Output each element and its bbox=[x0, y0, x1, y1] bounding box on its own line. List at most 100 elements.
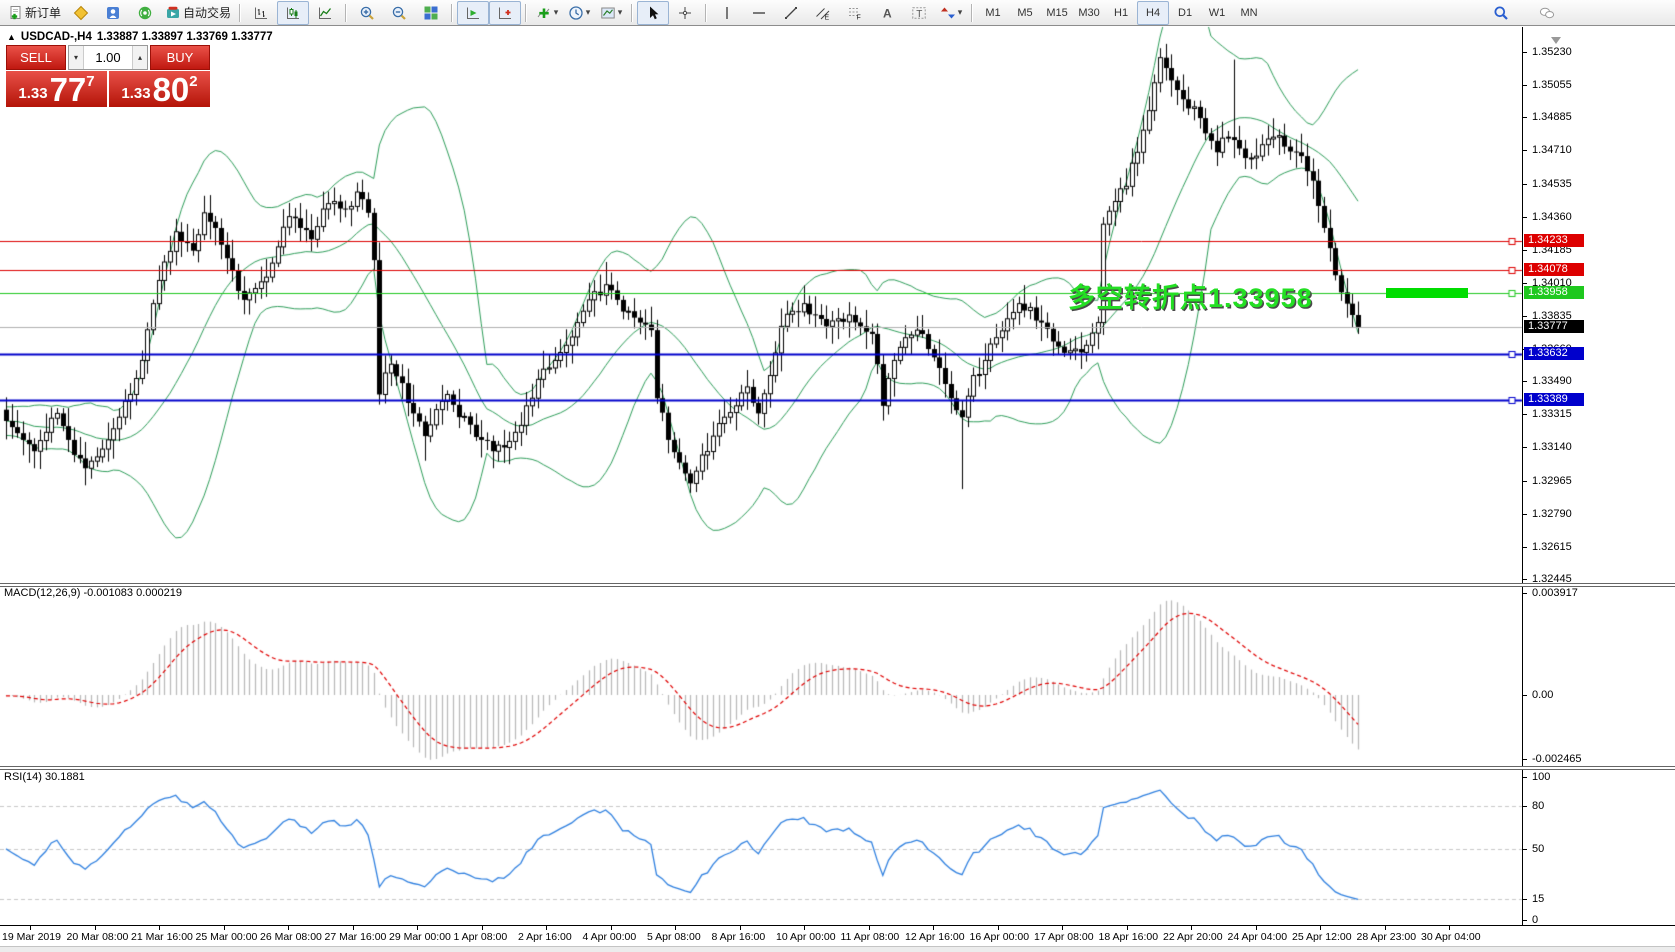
time-tick-mark bbox=[1320, 926, 1321, 930]
price-tick-label: 1.32445 bbox=[1532, 572, 1572, 585]
auto-scroll-button[interactable] bbox=[457, 0, 490, 25]
indicators-button[interactable]: ▾ bbox=[531, 1, 563, 25]
line-chart-button[interactable] bbox=[309, 1, 341, 25]
timeframe-m5-button[interactable]: M5 bbox=[1017, 6, 1033, 19]
zoom-out-button[interactable] bbox=[383, 1, 415, 25]
vertical-line-icon bbox=[719, 5, 735, 21]
fibonacci-button[interactable]: F bbox=[839, 1, 871, 25]
current-price-label: 1.33777 bbox=[1524, 319, 1584, 333]
channel-button[interactable]: E bbox=[807, 1, 839, 25]
chart-shift-marker[interactable] bbox=[1551, 37, 1561, 44]
tile-windows-icon bbox=[423, 5, 439, 21]
price-tick-label: 1.32615 bbox=[1532, 540, 1572, 553]
sell-price-button[interactable]: 1.33 77 7 bbox=[6, 71, 107, 107]
terminal-icon bbox=[105, 5, 121, 21]
vertical-line-button[interactable] bbox=[711, 1, 743, 25]
price-tick-label: 1.33315 bbox=[1532, 408, 1572, 421]
price-tick-label: 1.33490 bbox=[1532, 375, 1572, 388]
timeframe-w1-button[interactable]: W1 bbox=[1208, 6, 1226, 19]
price-level-label: 1.33958 bbox=[1524, 285, 1584, 299]
autotrading-button[interactable]: 自动交易 bbox=[161, 1, 235, 25]
toolbar-separator bbox=[525, 3, 528, 22]
toolbar-separator bbox=[705, 3, 708, 22]
time-tick-mark bbox=[1384, 926, 1386, 930]
rsi-panel-separator[interactable] bbox=[0, 766, 1675, 770]
arrows-button[interactable]: ▾ bbox=[935, 1, 967, 25]
trendline-button[interactable] bbox=[775, 1, 807, 25]
candlestick-button[interactable] bbox=[277, 0, 310, 25]
sell-button[interactable]: SELL bbox=[6, 45, 66, 70]
chevron-down-icon: ▾ bbox=[585, 7, 591, 17]
time-tick-label: 20 Mar 08:00 bbox=[66, 931, 129, 943]
time-tick-label: 16 Apr 00:00 bbox=[969, 931, 1030, 943]
axis-tick-mark bbox=[1523, 85, 1527, 87]
axis-tick-mark bbox=[1523, 546, 1527, 548]
main-toolbar: 新订单 自动交易 ▾ ▾ ▾ E F A T ▾ M1 M5 M15 M30 H1 H4 D1 W1 MN bbox=[0, 0, 1675, 26]
bar-chart-button[interactable] bbox=[245, 1, 277, 25]
buy-button[interactable]: BUY bbox=[150, 45, 210, 70]
axis-tick-mark bbox=[1523, 282, 1527, 284]
rsi-tick-label: 15 bbox=[1532, 892, 1545, 905]
time-tick-label: 18 Apr 16:00 bbox=[1098, 931, 1159, 943]
terminal-button[interactable] bbox=[97, 1, 129, 25]
cursor-button[interactable] bbox=[637, 0, 670, 25]
svg-text:T: T bbox=[916, 8, 922, 19]
timeframe-d1-button[interactable]: D1 bbox=[1178, 6, 1193, 19]
volume-decrease-button[interactable]: ▾ bbox=[69, 46, 84, 69]
crosshair-button[interactable] bbox=[669, 1, 701, 25]
chevron-down-icon: ▾ bbox=[553, 7, 559, 17]
fibonacci-icon: F bbox=[847, 5, 863, 21]
timeframe-h4-button[interactable]: H4 bbox=[1137, 0, 1170, 25]
buy-price-button[interactable]: 1.33 80 2 bbox=[109, 71, 210, 107]
chart-header: ▲ USDCAD-,H4 1.33887 1.33897 1.33769 1.3… bbox=[7, 31, 273, 43]
time-tick-label: 21 Mar 16:00 bbox=[131, 931, 193, 943]
chart-shift-button[interactable] bbox=[489, 0, 522, 25]
price-tick-label: 1.35230 bbox=[1532, 46, 1572, 58]
chat-icon bbox=[1539, 5, 1555, 21]
time-tick-label: 11 Apr 08:00 bbox=[840, 931, 900, 943]
timeframe-h1-button[interactable]: H1 bbox=[1114, 6, 1129, 19]
text-button[interactable]: A bbox=[871, 1, 903, 25]
time-tick-mark bbox=[352, 926, 354, 930]
timeframe-m30-button[interactable]: M30 bbox=[1078, 6, 1100, 19]
label-button[interactable]: T bbox=[903, 1, 935, 25]
time-tick-mark bbox=[739, 926, 741, 930]
time-tick-mark bbox=[288, 926, 289, 930]
templates-button[interactable]: ▾ bbox=[595, 1, 627, 25]
price-tick-label: 1.34360 bbox=[1532, 210, 1572, 223]
search-button[interactable] bbox=[1485, 1, 1517, 25]
search-icon bbox=[1493, 5, 1509, 21]
new-order-button-label: 新订单 bbox=[25, 6, 62, 20]
signals-button[interactable] bbox=[129, 1, 161, 25]
time-tick-label: 27 Mar 16:00 bbox=[324, 931, 387, 943]
zoom-in-button[interactable] bbox=[351, 1, 383, 25]
time-tick-label: 5 Apr 08:00 bbox=[647, 931, 701, 943]
horizontal-line-button[interactable] bbox=[743, 1, 775, 25]
timeframe-m15-button[interactable]: M15 bbox=[1046, 6, 1068, 19]
volume-increase-button[interactable]: ▴ bbox=[132, 46, 147, 69]
periods-button[interactable]: ▾ bbox=[563, 1, 595, 25]
one-click-trading-panel: SELL ▾ 1.00 ▴ BUY 1.33 77 7 1.33 80 2 bbox=[6, 45, 210, 107]
new-order-button[interactable]: 新订单 bbox=[3, 1, 65, 25]
chat-button[interactable] bbox=[1531, 1, 1563, 25]
tile-windows-button[interactable] bbox=[415, 1, 447, 25]
timeframe-mn-button[interactable]: MN bbox=[1240, 6, 1258, 19]
collapse-trade-panel-arrow[interactable]: ▲ bbox=[7, 32, 16, 42]
volume-input[interactable]: 1.00 bbox=[95, 50, 121, 65]
axis-tick-mark bbox=[1523, 183, 1527, 185]
rsi-tick-label: 80 bbox=[1532, 799, 1545, 812]
time-tick-mark bbox=[30, 926, 31, 930]
zoom-out-icon bbox=[391, 5, 407, 21]
sell-price-big: 77 bbox=[49, 71, 87, 108]
rsi-tick-label: 0 bbox=[1532, 914, 1539, 926]
sell-price-small: 1.33 bbox=[18, 85, 48, 102]
axis-tick-mark bbox=[1523, 414, 1527, 416]
indicators-icon bbox=[536, 5, 552, 21]
timeframe-m1-button[interactable]: M1 bbox=[985, 6, 1001, 19]
rsi-tick-label: 50 bbox=[1532, 842, 1545, 855]
macd-panel-separator[interactable] bbox=[0, 583, 1675, 587]
metaeditor-button[interactable] bbox=[65, 1, 97, 25]
status-strip bbox=[0, 946, 1675, 952]
price-tick-label: 1.32790 bbox=[1532, 507, 1572, 520]
